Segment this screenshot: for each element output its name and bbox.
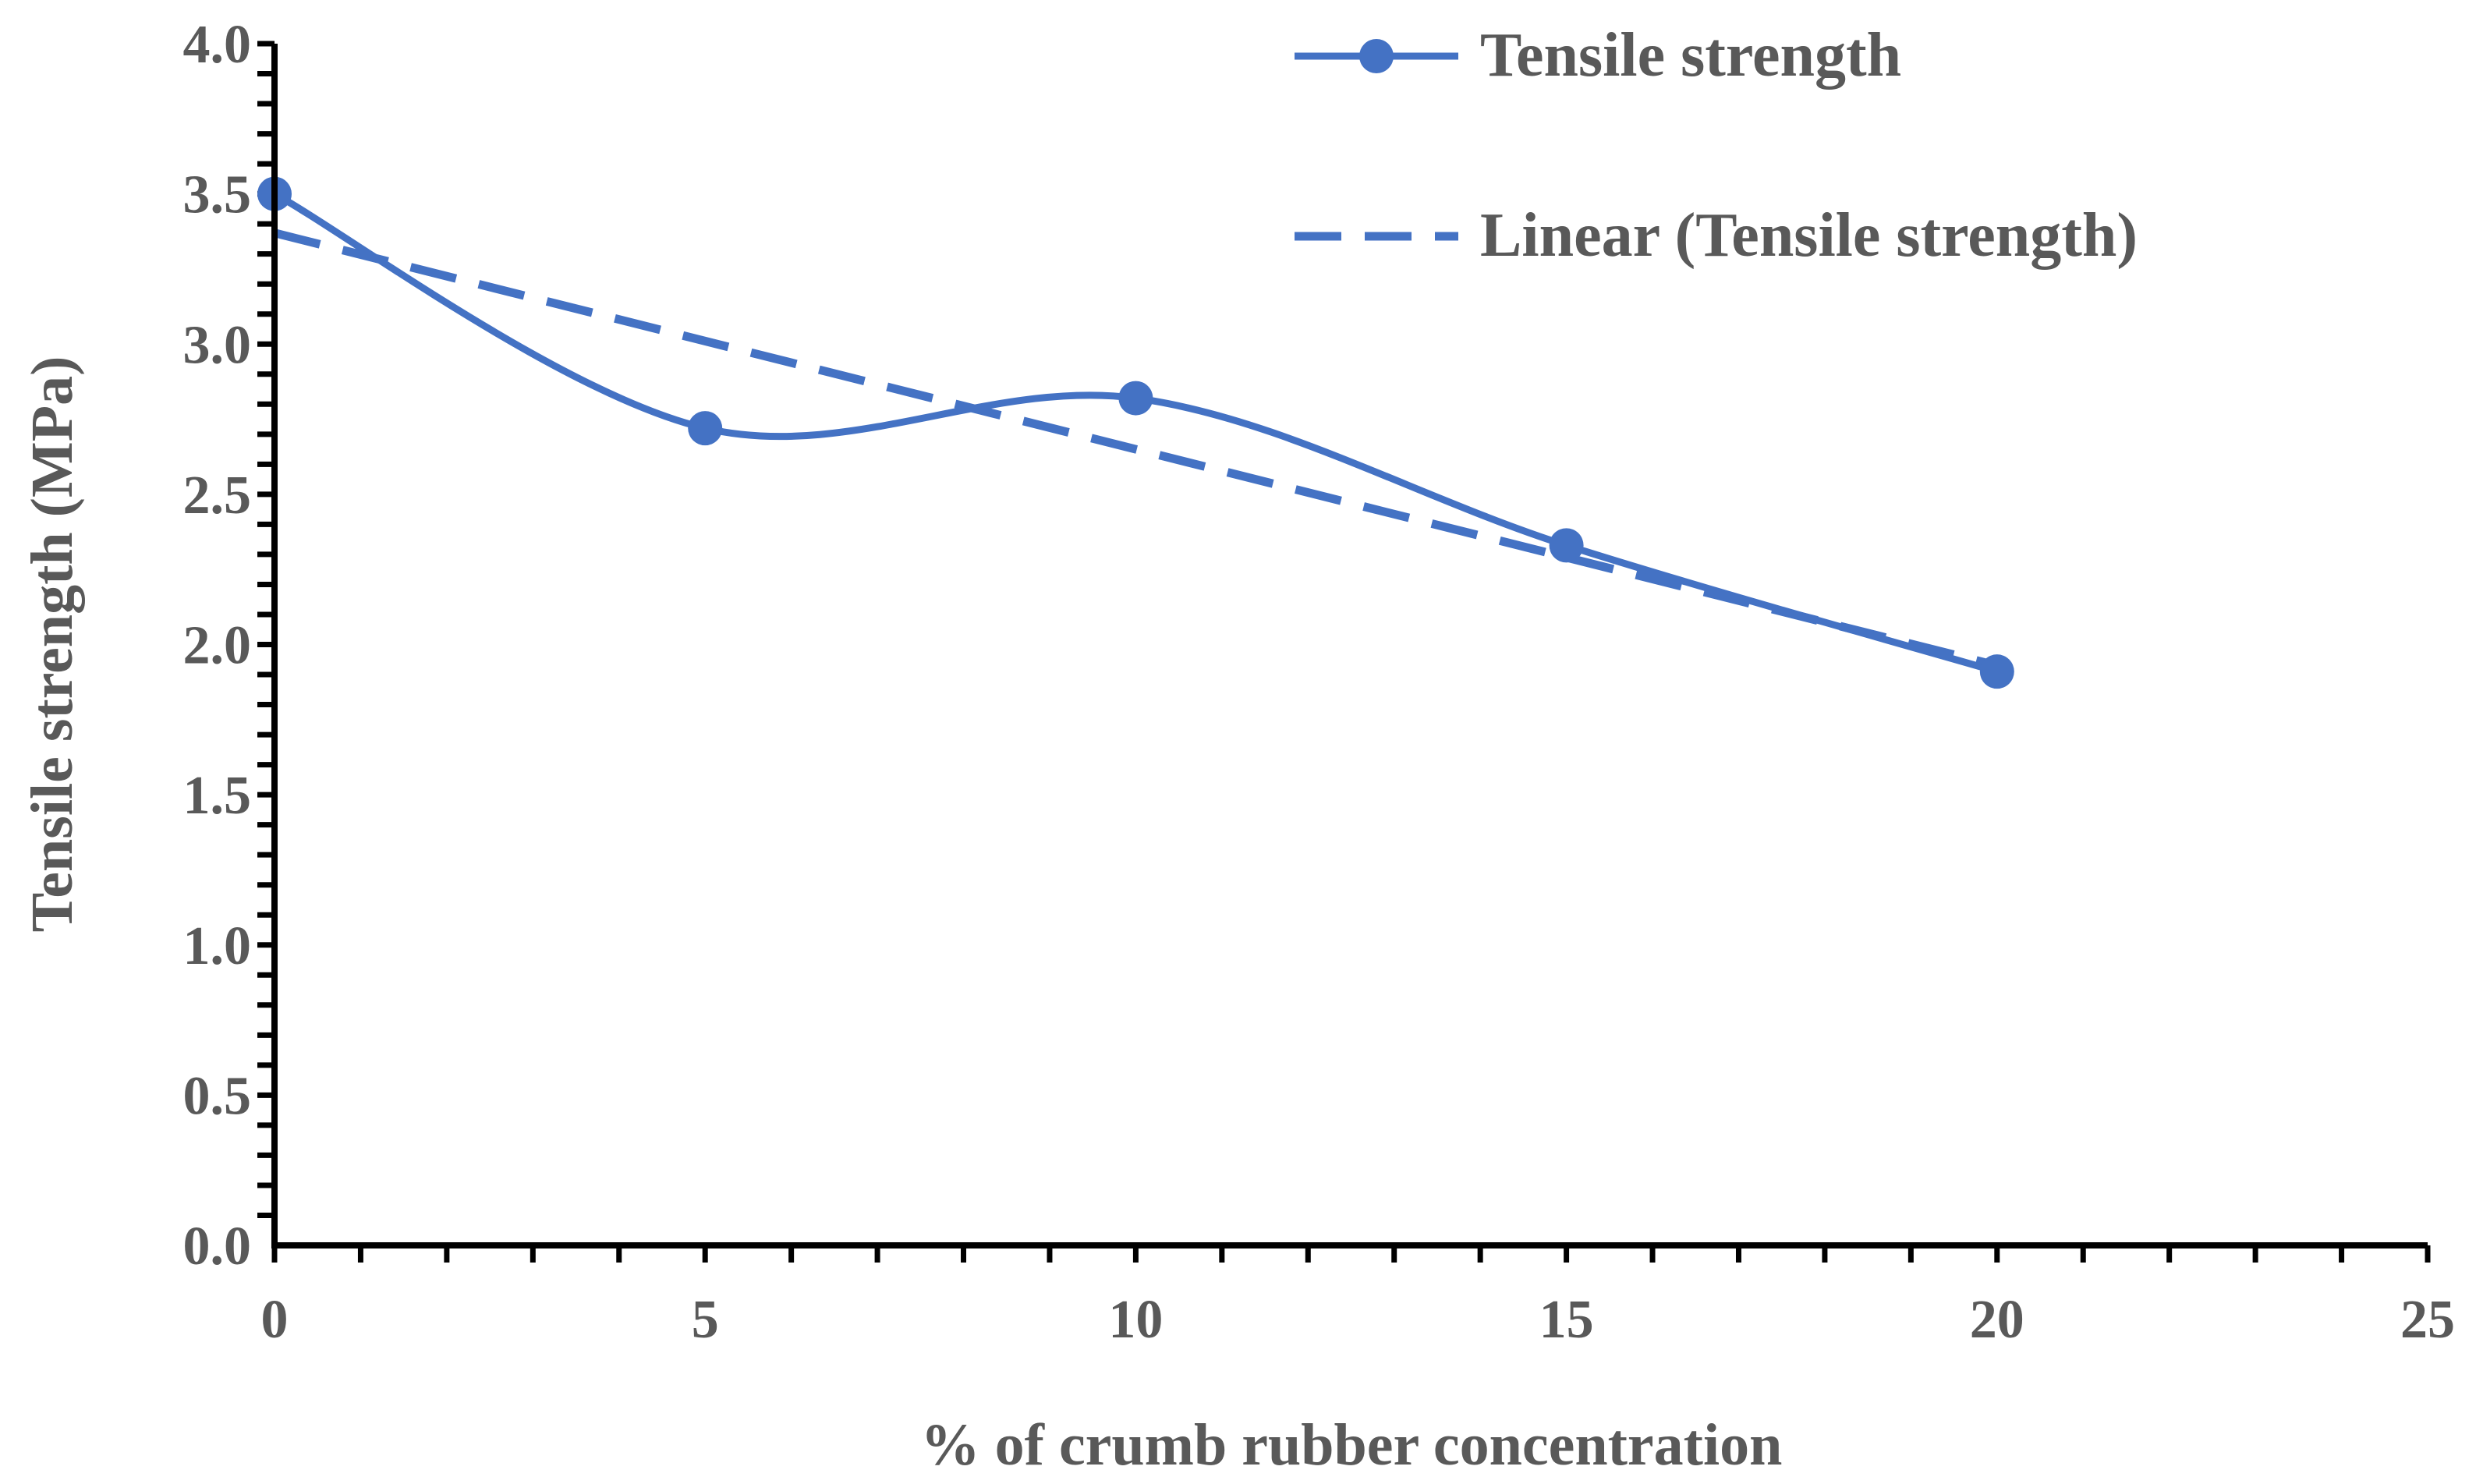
y-tick-label: 0.0 [183, 1217, 252, 1277]
data-point [1118, 381, 1153, 416]
x-tick-label: 20 [1970, 1290, 2024, 1350]
legend: Tensile strength Linear (Tensile strengt… [1295, 21, 2138, 270]
data-point [688, 411, 723, 446]
y-tick-label: 1.0 [183, 916, 252, 976]
legend-series-marker [1359, 39, 1394, 73]
legend-trendline-label: Linear (Tensile strength) [1480, 201, 2138, 270]
y-tick-label: 2.0 [183, 616, 252, 676]
y-axis-title: Tensile strength (MPa) [19, 356, 85, 933]
y-tick-label: 0.5 [183, 1066, 252, 1126]
x-tick-label: 25 [2400, 1290, 2455, 1350]
x-axis-title: % of crumb rubber concentration [921, 1412, 1783, 1478]
trendline-layer [273, 228, 1999, 670]
data-point [1549, 528, 1584, 563]
y-tick-label: 3.0 [183, 315, 252, 375]
y-tick-labels: 0.0 0.5 1.0 1.5 2.0 2.5 3.0 3.5 4.0 [183, 15, 252, 1277]
y-tick-label: 2.5 [183, 466, 252, 526]
legend-series-label: Tensile strength [1480, 21, 1901, 90]
trendline [273, 228, 1999, 670]
data-point [1979, 654, 2014, 689]
y-tick-label: 3.5 [183, 165, 252, 225]
x-tick-label: 15 [1539, 1290, 1594, 1350]
y-tick-label: 1.5 [183, 766, 252, 826]
x-tick-label: 10 [1108, 1290, 1163, 1350]
y-tick-label: 4.0 [183, 15, 252, 75]
x-tick-labels: 0 5 10 15 20 25 [261, 1290, 2456, 1350]
x-tick-label: 0 [261, 1290, 289, 1350]
axes-layer [271, 44, 2428, 1248]
x-tick-label: 5 [692, 1290, 719, 1350]
